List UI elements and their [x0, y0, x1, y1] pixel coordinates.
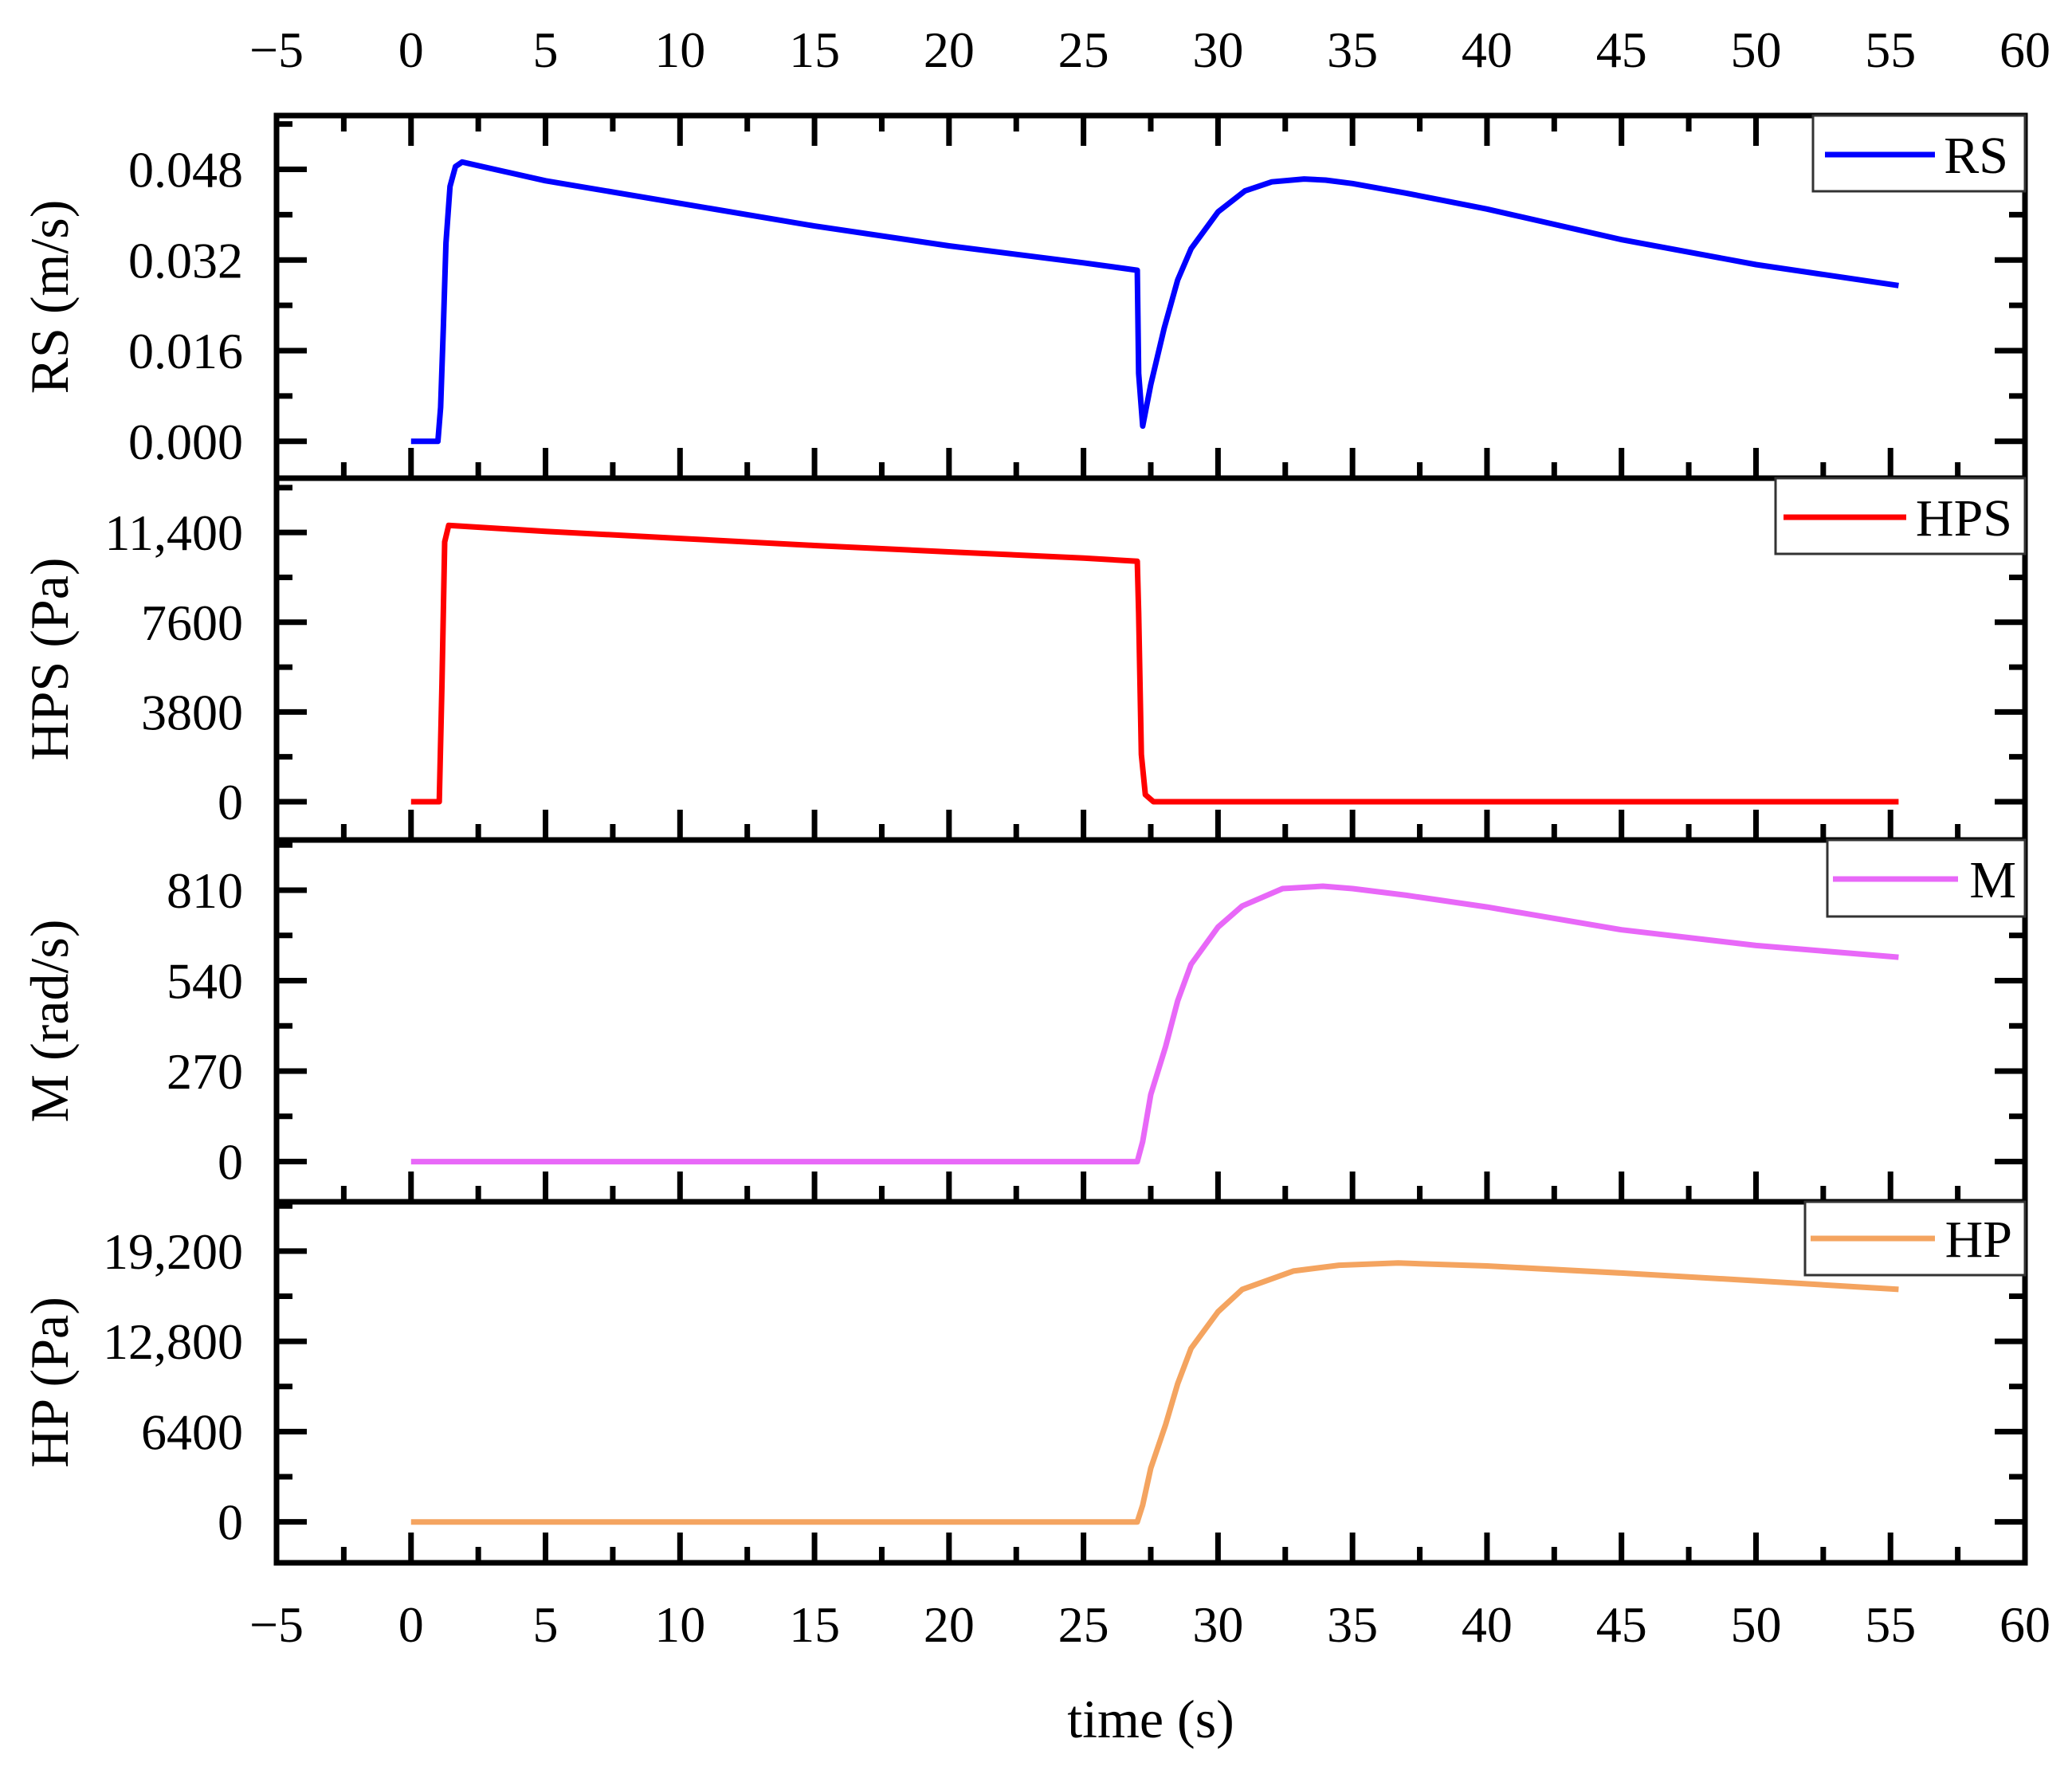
x-bottom-tick-label: 30	[1192, 1596, 1243, 1653]
hps-y-axis-title: HPS (Pa)	[19, 557, 80, 760]
x-top-tick-label: 15	[789, 22, 840, 78]
x-top-tick-label: 20	[924, 22, 975, 78]
y-tick-label: 12,800	[103, 1313, 243, 1370]
y-tick-label: 0.048	[128, 142, 243, 198]
y-tick-label: 19,200	[103, 1223, 243, 1280]
x-top-tick-label: 55	[1865, 22, 1916, 78]
y-tick-label: 3800	[141, 684, 243, 740]
tick-labels: 0.000 0.016 0.032 0.048 RS (m/s) 0 3800 7600 11,…	[19, 22, 2050, 1653]
legends: RS HPS M HP	[1774, 114, 2027, 1277]
x-top-tick-label: 25	[1058, 22, 1109, 78]
y-tick-label: 6400	[141, 1403, 243, 1460]
y-tick-label: 11,400	[104, 504, 243, 561]
hps-curve	[410, 522, 1899, 805]
y-tick-label: 0	[218, 774, 243, 830]
x-bottom-tick-label: 0	[398, 1596, 424, 1653]
x-top-tick-label: 30	[1192, 22, 1243, 78]
x-top-tick-label: 5	[533, 22, 559, 78]
x-top-tick-label: 0	[398, 22, 424, 78]
y-tick-label: 270	[167, 1043, 243, 1100]
x-top-tick-label: 50	[1730, 22, 1781, 78]
x-top-tick-label: 60	[1999, 22, 2050, 78]
data-curves	[410, 159, 1899, 1525]
y-tick-label: 7600	[141, 595, 243, 651]
y-tick-label: 0	[218, 1494, 243, 1551]
hps-legend-label: HPS	[1916, 489, 2012, 548]
rs-curve	[410, 159, 1899, 445]
x-bottom-tick-label: 45	[1596, 1596, 1647, 1653]
x-bottom-tick-label: 40	[1462, 1596, 1513, 1653]
x-top-tick-label: −5	[249, 22, 304, 78]
x-bottom-tick-label: 55	[1865, 1596, 1916, 1653]
y-tick-label: 540	[167, 953, 243, 1010]
x-top-tick-label: 45	[1596, 22, 1647, 78]
x-bottom-tick-label: 10	[654, 1596, 705, 1653]
x-top-tick-label: 40	[1462, 22, 1513, 78]
x-axis-title: time (s)	[1067, 1689, 1234, 1749]
y-tick-label: 0.016	[128, 323, 243, 379]
hp-curve	[410, 1260, 1899, 1525]
rs-legend-label: RS	[1944, 127, 2008, 185]
x-bottom-tick-label: 15	[789, 1596, 840, 1653]
hp-legend-label: HP	[1945, 1211, 2012, 1269]
x-bottom-tick-label: 35	[1327, 1596, 1378, 1653]
y-tick-label: 810	[167, 862, 243, 919]
x-top-tick-label: 35	[1327, 22, 1378, 78]
m-legend-label: M	[1969, 851, 2016, 909]
x-bottom-tick-label: 50	[1730, 1596, 1781, 1653]
m-curve	[410, 883, 1899, 1165]
hp-y-axis-title: HP (Pa)	[19, 1297, 80, 1468]
axes-frame	[273, 112, 2028, 1566]
y-tick-label: 0.032	[128, 232, 243, 288]
x-bottom-tick-label: 60	[1999, 1596, 2050, 1653]
x-bottom-tick-label: 5	[533, 1596, 559, 1653]
rs-y-axis-title: RS (m/s)	[19, 200, 80, 394]
m-y-axis-title: M (rad/s)	[19, 920, 80, 1123]
y-tick-label: 0.000	[128, 414, 243, 470]
x-top-tick-label: 10	[654, 22, 705, 78]
x-bottom-tick-label: −5	[249, 1596, 304, 1653]
x-bottom-tick-label: 20	[924, 1596, 975, 1653]
x-bottom-tick-label: 25	[1058, 1596, 1109, 1653]
y-tick-label: 0	[218, 1134, 243, 1191]
